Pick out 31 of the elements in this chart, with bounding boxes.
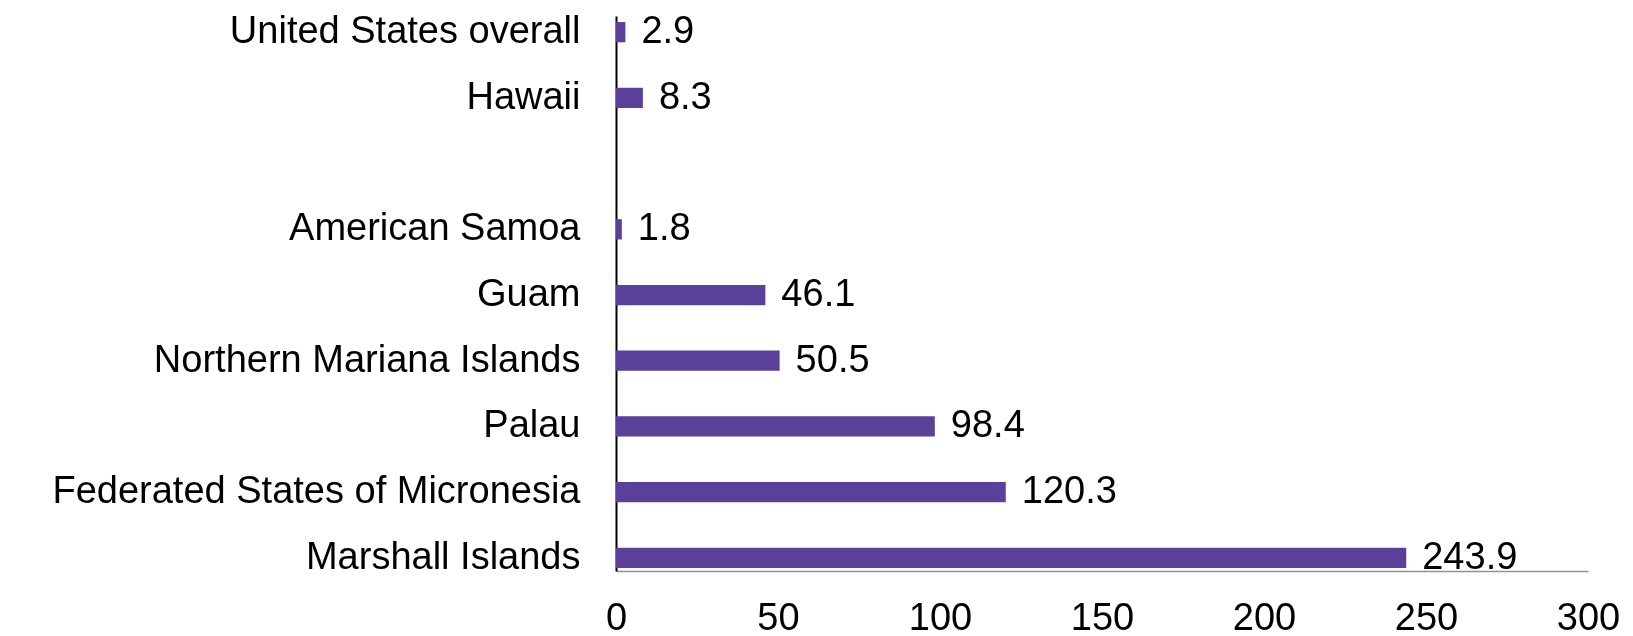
x-tick-label: 250 (1394, 595, 1459, 636)
data-label: 8.3 (658, 74, 712, 117)
y-tick-label: Federated States of Micronesia (52, 469, 582, 512)
data-label: 98.4 (950, 403, 1025, 446)
x-tick-label: 150 (1070, 595, 1135, 636)
bar (616, 219, 622, 240)
bar (616, 547, 1407, 568)
bar (616, 22, 626, 43)
bar (616, 350, 780, 371)
y-tick-label: American Samoa (289, 206, 582, 249)
y-tick-label: Palau (483, 403, 581, 446)
y-tick-label: Guam (477, 272, 581, 315)
bar (616, 482, 1006, 503)
data-label: 243.9 (1422, 534, 1518, 577)
data-label: 1.8 (637, 206, 691, 249)
y-tick-label: Marshall Islands (305, 534, 581, 577)
data-label: 50.5 (795, 337, 870, 380)
data-label: 46.1 (781, 272, 856, 315)
x-tick-label: 0 (605, 595, 628, 636)
data-label: 2.9 (641, 9, 695, 52)
bar (616, 284, 766, 306)
bar (616, 416, 935, 437)
y-tick-label: Northern Mariana Islands (153, 337, 581, 380)
x-tick-label: 300 (1556, 595, 1621, 636)
bar (616, 87, 643, 109)
x-tick-label: 50 (757, 595, 800, 636)
y-tick-label: Hawaii (466, 74, 581, 117)
x-tick-label: 100 (908, 595, 973, 636)
data-label: 120.3 (1021, 469, 1117, 512)
y-tick-label: United States overall (229, 9, 581, 52)
x-tick-label: 200 (1232, 595, 1297, 636)
